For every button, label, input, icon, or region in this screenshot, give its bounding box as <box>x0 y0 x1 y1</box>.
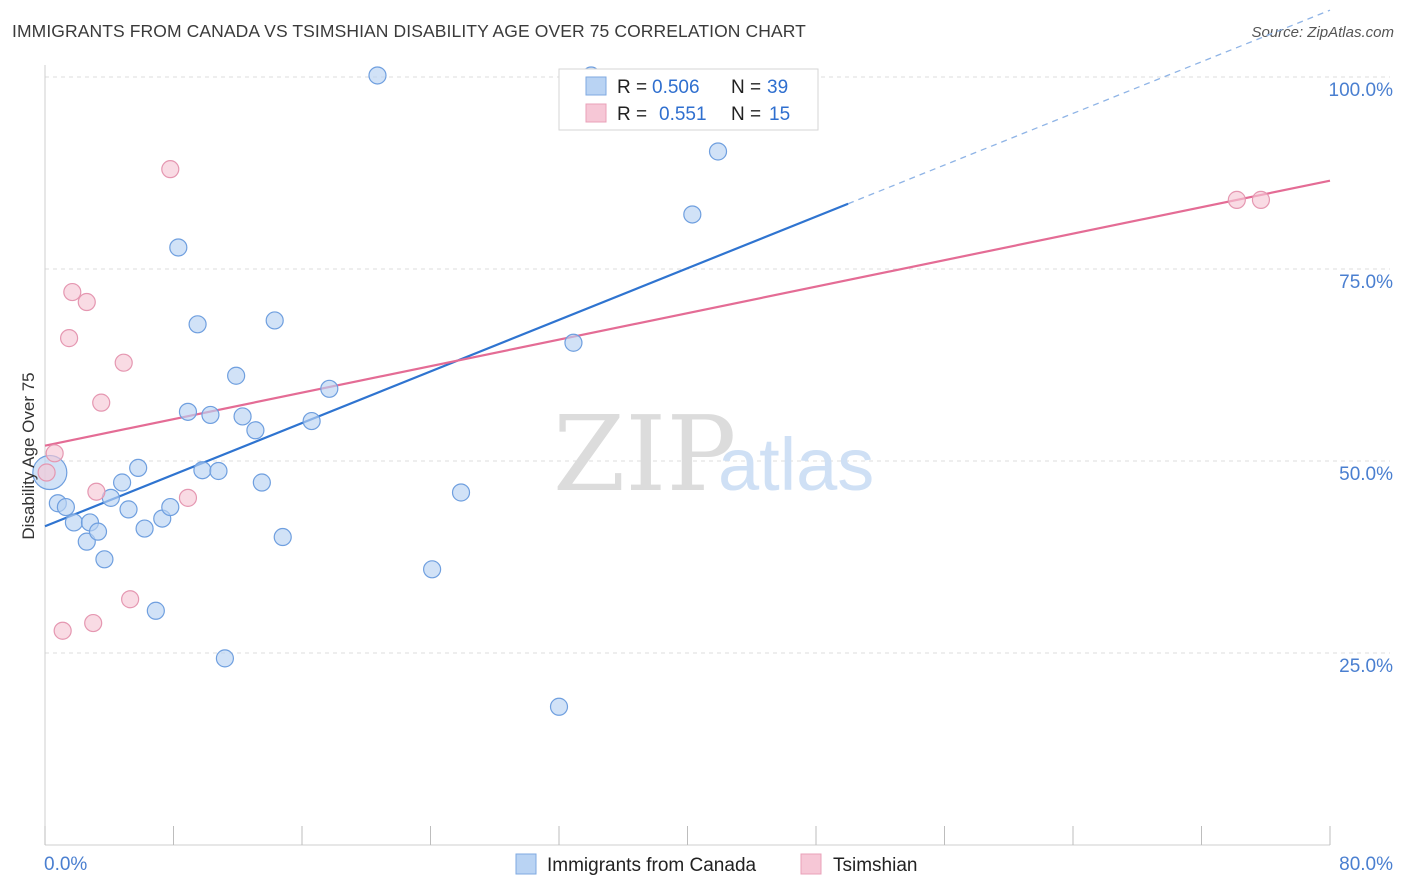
point-canada-10 <box>119 500 138 519</box>
point-tsimshian-1 <box>45 444 64 463</box>
point-canada-30 <box>320 379 339 398</box>
legend-n-label-2: N = <box>731 104 761 125</box>
point-canada-21 <box>209 461 228 481</box>
point-canada-22 <box>215 649 234 668</box>
point-canada-3 <box>64 513 84 532</box>
trend-lines <box>44 9 1331 528</box>
point-tsimshian-11 <box>161 160 180 179</box>
point-canada-28 <box>273 527 292 547</box>
point-tsimshian-5 <box>77 292 96 312</box>
legend-r-label-1: R = <box>617 77 647 98</box>
point-canada-37 <box>683 205 702 224</box>
watermark-zip: ZIP <box>553 393 736 515</box>
x-tick-label-0: 0.0% <box>44 854 87 875</box>
point-canada-19 <box>193 461 212 480</box>
point-canada-33 <box>451 483 471 502</box>
point-canada-16 <box>169 238 188 257</box>
point-canada-13 <box>146 601 165 620</box>
bottom-legend: Immigrants from Canada Tsimshian <box>515 853 917 876</box>
point-tsimshian-7 <box>87 482 106 501</box>
point-canada-32 <box>423 560 442 579</box>
point-tsimshian-2 <box>53 621 72 640</box>
data-points <box>32 66 1271 716</box>
bottom-legend-label-canada: Immigrants from Canada <box>547 855 757 876</box>
legend-swatch-pink <box>585 103 607 123</box>
legend-box: R = 0.506 N = 39 R = 0.551 N = 15 <box>558 68 819 131</box>
point-canada-29 <box>302 411 321 431</box>
point-canada-24 <box>233 407 252 426</box>
bottom-legend-swatch-tsimshian <box>800 853 822 875</box>
point-canada-31 <box>368 66 387 85</box>
point-canada-38 <box>708 142 728 161</box>
point-tsimshian-13 <box>1227 190 1246 209</box>
point-tsimshian-3 <box>59 329 79 348</box>
point-canada-18 <box>188 315 207 334</box>
source-credit: Source: ZipAtlas.com <box>1251 24 1394 41</box>
legend-swatch-blue <box>585 76 607 96</box>
bottom-legend-label-tsimshian: Tsimshian <box>833 855 917 876</box>
watermark: ZIP atlas <box>553 393 874 515</box>
y-tick-label-3: 100.0% <box>1329 80 1394 101</box>
point-tsimshian-6 <box>84 613 103 633</box>
point-canada-25 <box>246 421 265 440</box>
point-canada-9 <box>112 473 132 492</box>
trend-line-tsimshian <box>44 179 1331 447</box>
tick-labels: 25.0% 50.0% 75.0% 100.0% 0.0% 80.0% <box>44 80 1393 875</box>
chart-title: IMMIGRANTS FROM CANADA VS TSIMSHIAN DISA… <box>12 21 806 41</box>
point-canada-23 <box>227 366 246 385</box>
point-canada-12 <box>135 519 154 538</box>
point-tsimshian-4 <box>63 282 82 302</box>
legend-n-value-1: 39 <box>767 77 788 98</box>
legend-r-label-2: R = <box>617 104 647 125</box>
y-tick-label-2: 75.0% <box>1339 272 1393 293</box>
point-canada-20 <box>201 405 220 425</box>
y-axis-title: Disability Age Over 75 <box>19 372 38 539</box>
point-tsimshian-8 <box>92 393 111 412</box>
point-canada-2 <box>56 497 75 517</box>
y-tick-label-0: 25.0% <box>1339 656 1393 677</box>
point-canada-17 <box>178 402 198 421</box>
bottom-legend-swatch-canada <box>515 853 537 875</box>
point-canada-11 <box>129 458 148 478</box>
point-tsimshian-9 <box>114 353 133 372</box>
watermark-atlas: atlas <box>718 423 874 506</box>
point-tsimshian-10 <box>121 590 140 609</box>
point-canada-15 <box>161 497 180 517</box>
axes <box>44 65 1331 846</box>
point-canada-26 <box>252 473 271 492</box>
trend-line-canada <box>44 202 849 528</box>
point-tsimshian-14 <box>1251 190 1271 209</box>
trend-line-canada-extension <box>847 9 1331 205</box>
point-canada-27 <box>265 311 284 330</box>
x-tick-label-1: 80.0% <box>1339 854 1393 875</box>
legend-n-value-2: 15 <box>769 104 790 125</box>
legend-r-value-2: 0.551 <box>659 104 707 125</box>
legend-n-label-1: N = <box>731 77 761 98</box>
grid-lines <box>45 76 1390 654</box>
y-tick-label-1: 50.0% <box>1339 464 1393 485</box>
point-canada-34 <box>549 697 569 716</box>
legend-r-value-1: 0.506 <box>652 77 700 98</box>
point-canada-7 <box>95 550 114 569</box>
point-tsimshian-0 <box>37 463 56 482</box>
point-canada-6 <box>88 522 108 541</box>
point-canada-35 <box>564 333 583 352</box>
point-tsimshian-12 <box>178 488 198 507</box>
